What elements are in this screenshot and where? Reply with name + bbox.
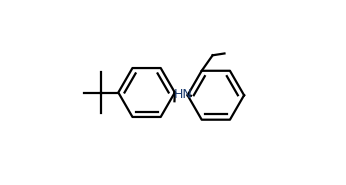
Text: HN: HN bbox=[173, 88, 192, 101]
